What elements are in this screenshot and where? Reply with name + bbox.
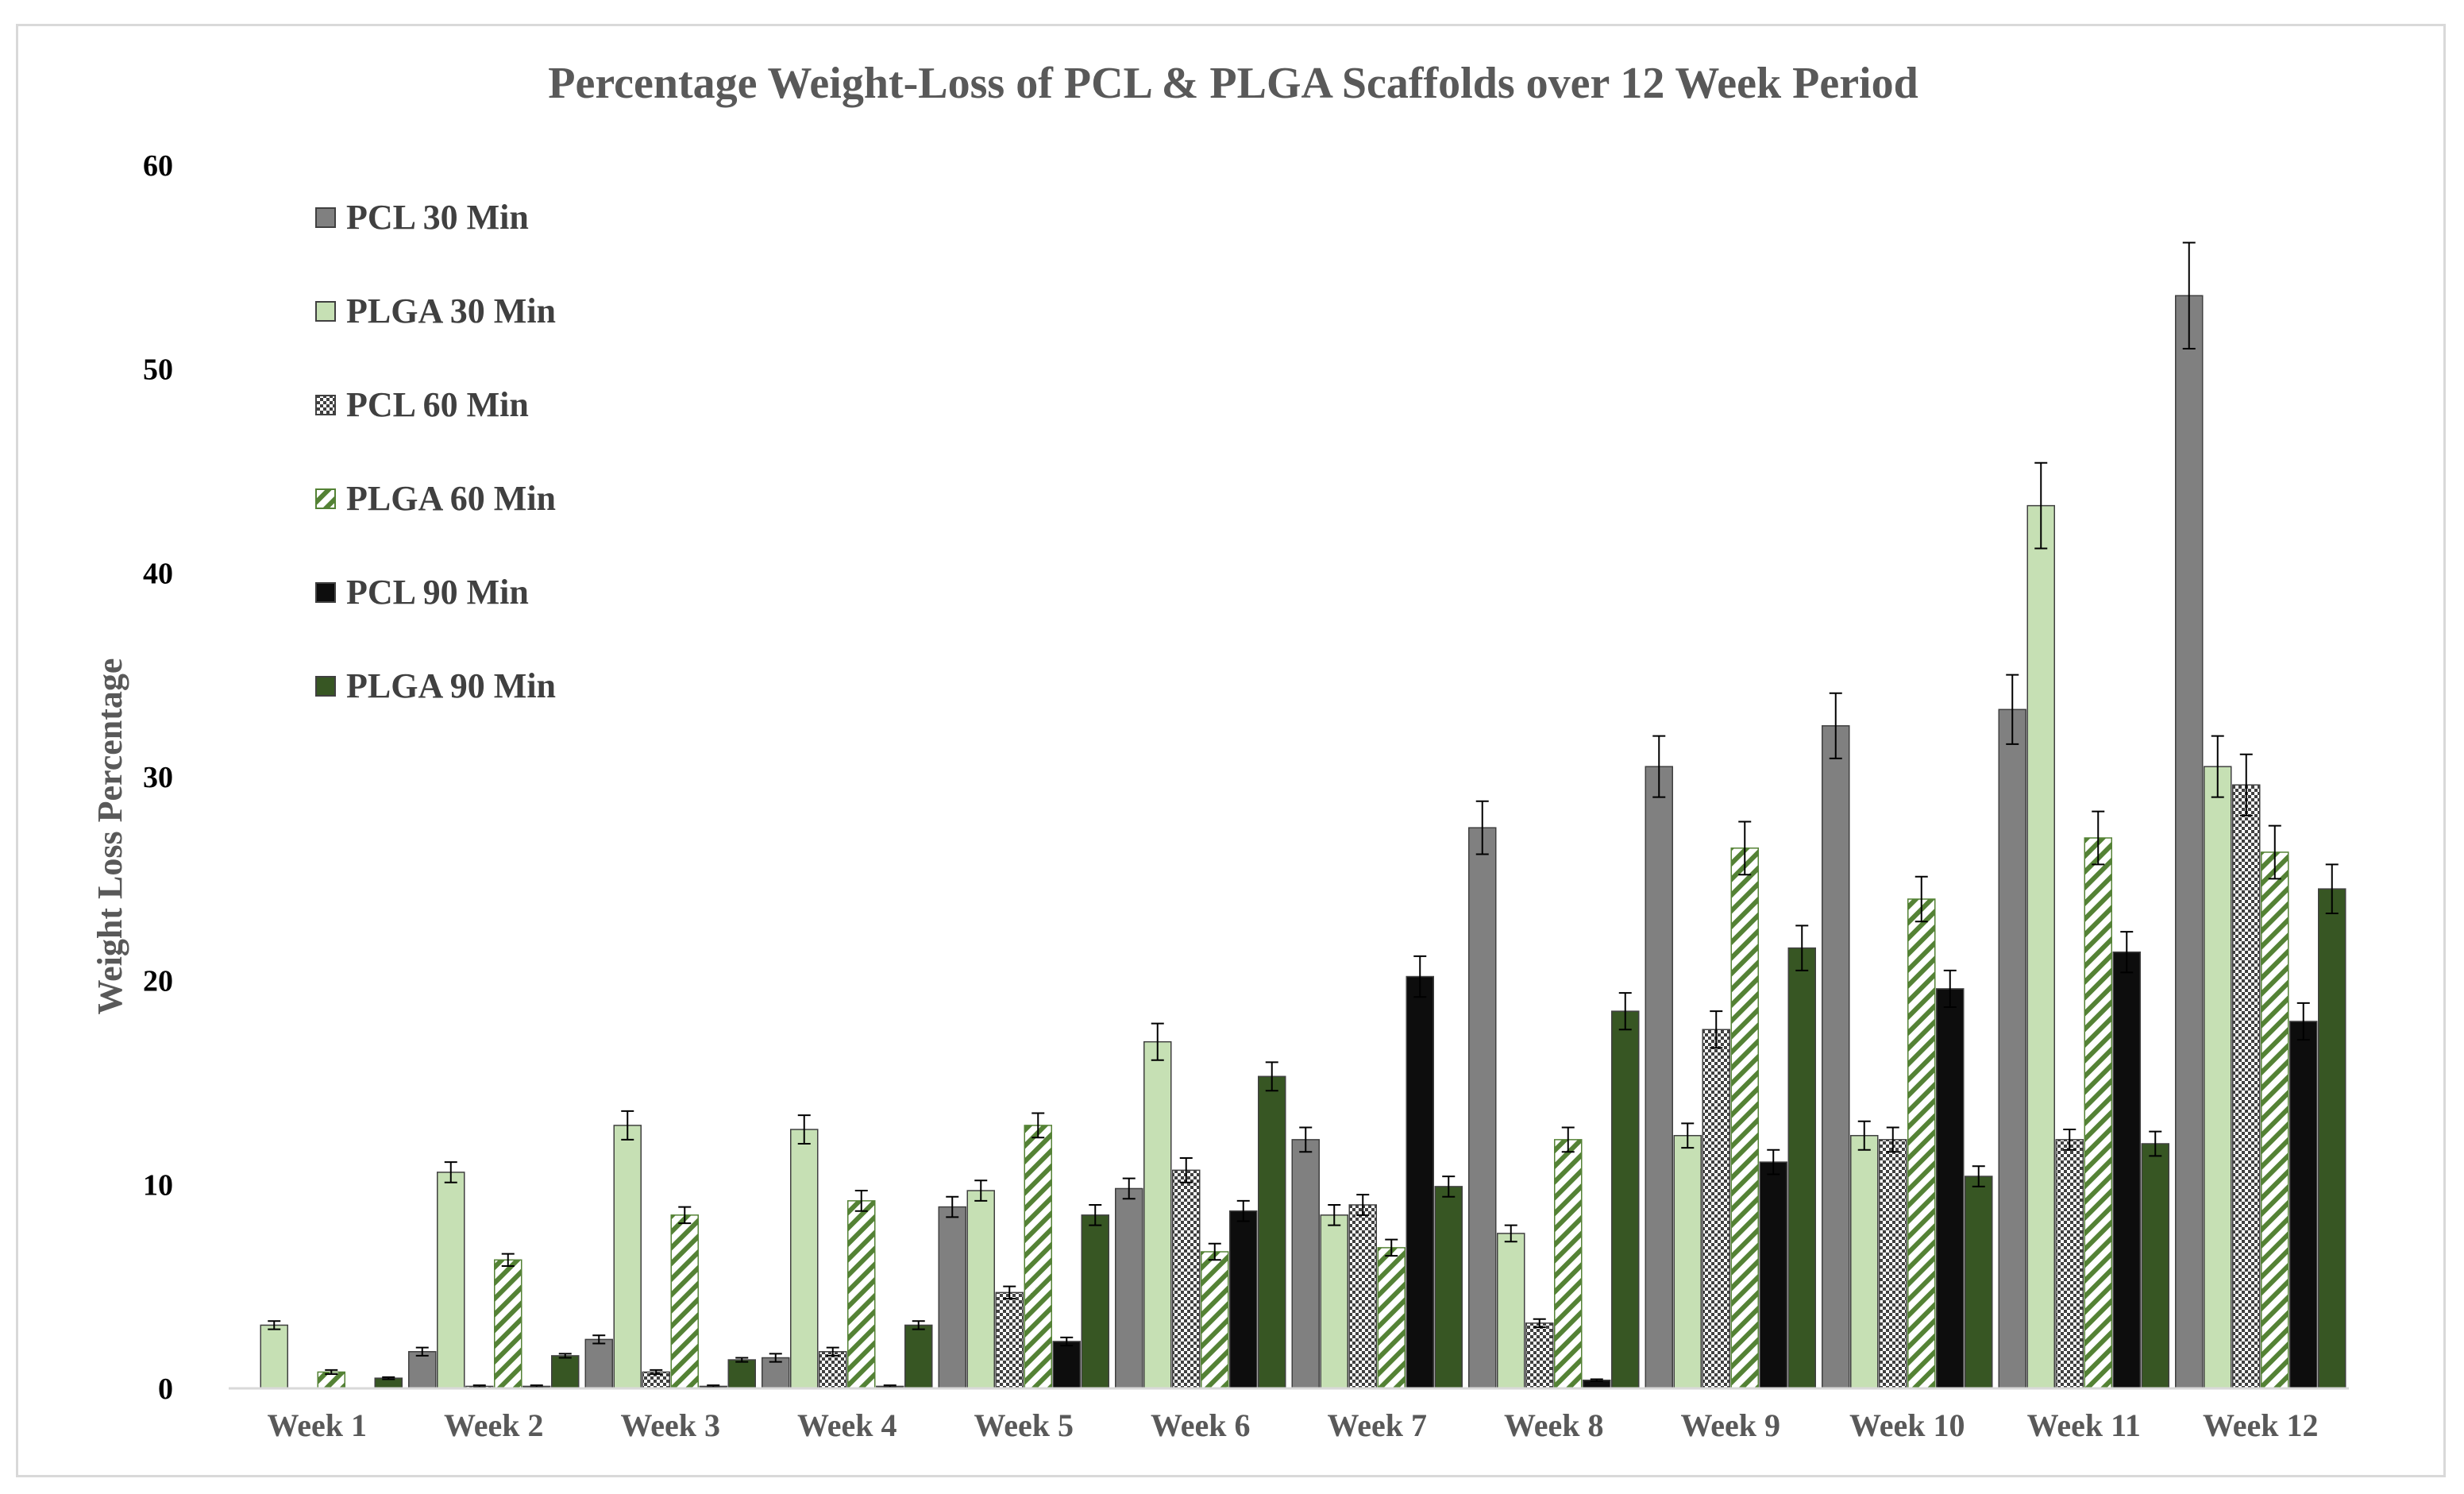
bar-pcl-90-min — [1229, 1210, 1258, 1389]
legend: PCL 30 Min PLGA 30 Min PCL 60 Min PLGA 60 M… — [315, 198, 556, 705]
chart-frame: Percentage Weight-Loss of PCL & PLGA Sca… — [16, 24, 2446, 1477]
bar-pcl-30-min — [408, 1351, 437, 1389]
bar-plga-60-min — [2084, 837, 2112, 1389]
bar-plga-30-min — [1673, 1134, 1702, 1389]
bar-plga-60-min — [1201, 1251, 1229, 1389]
bar-plga-60-min — [847, 1200, 876, 1389]
bar-pcl-60-min — [1879, 1139, 1907, 1389]
bar-pcl-60-min — [1525, 1322, 1554, 1389]
bar-plga-90-min — [2318, 888, 2346, 1389]
bar-pcl-30-min — [2175, 295, 2204, 1389]
bar-plga-60-min — [1554, 1139, 1583, 1389]
legend-label: PCL 90 Min — [346, 573, 529, 612]
bar-plga-30-min — [966, 1190, 995, 1389]
bar-plga-90-min — [1258, 1075, 1286, 1389]
legend-swatch — [315, 301, 336, 322]
x-axis-category-labels: Week 1 Week 2 Week 3 Week 4 Week 5 Week 6 Week… — [267, 1407, 2318, 1443]
legend-swatch — [315, 582, 336, 603]
y-tick-label: 0 — [158, 1372, 173, 1406]
bar-plga-90-min — [2141, 1143, 2169, 1389]
bar-plga-30-min — [437, 1172, 465, 1389]
bar-plga-90-min — [904, 1324, 933, 1389]
bar-pcl-90-min — [1759, 1161, 1787, 1389]
bar-plga-90-min — [1081, 1214, 1109, 1389]
bar-plga-90-min — [1611, 1010, 1640, 1389]
x-category-label: Week 1 — [267, 1407, 367, 1443]
bar-plga-30-min — [1320, 1214, 1348, 1389]
bar-pcl-30-min — [1115, 1187, 1143, 1389]
bar-pcl-90-min — [1936, 988, 1965, 1389]
bar-plga-30-min — [613, 1125, 642, 1389]
x-category-label: Week 5 — [974, 1407, 1074, 1443]
bar-chart: Percentage Weight-Loss of PCL & PLGA Sca… — [91, 59, 2349, 1443]
bar-plga-30-min — [1497, 1233, 1525, 1389]
legend-label: PLGA 30 Min — [346, 291, 556, 330]
legend-label: PCL 60 Min — [346, 385, 529, 424]
x-category-label: Week 7 — [1327, 1407, 1427, 1443]
legend-swatch — [315, 395, 336, 415]
bar-pcl-30-min — [1468, 827, 1497, 1389]
y-tick-label: 60 — [143, 149, 173, 183]
x-category-label: Week 8 — [1504, 1407, 1604, 1443]
bar-pcl-30-min — [1998, 708, 2026, 1389]
bar-plga-60-min — [670, 1214, 699, 1389]
bar-pcl-60-min — [2055, 1139, 2084, 1389]
bar-pcl-30-min — [1822, 725, 1850, 1389]
x-category-label: Week 4 — [797, 1407, 897, 1443]
bar-pcl-60-min — [1702, 1029, 1730, 1389]
bar-plga-90-min — [727, 1359, 756, 1389]
bar-plga-60-min — [2261, 851, 2289, 1389]
legend-swatch — [315, 488, 336, 509]
bar-plga-60-min — [494, 1259, 522, 1389]
y-tick-label: 10 — [143, 1168, 173, 1202]
x-category-label: Week 12 — [2203, 1407, 2319, 1443]
y-axis-label: Weight Loss Percentage — [91, 658, 129, 1015]
legend-label: PLGA 90 Min — [346, 666, 556, 705]
y-tick-label: 30 — [143, 761, 173, 794]
x-category-label: Week 11 — [2027, 1407, 2141, 1443]
bar-pcl-30-min — [1645, 766, 1673, 1389]
x-category-label: Week 2 — [444, 1407, 544, 1443]
bar-plga-60-min — [1377, 1247, 1406, 1389]
legend-swatch — [315, 207, 336, 228]
x-category-label: Week 6 — [1151, 1407, 1251, 1443]
bar-plga-30-min — [2204, 766, 2232, 1389]
bar-plga-90-min — [551, 1355, 580, 1389]
x-category-label: Week 3 — [620, 1407, 720, 1443]
bar-pcl-90-min — [1406, 975, 1434, 1389]
y-axis-ticks: 0 10 20 30 40 50 60 — [143, 149, 173, 1406]
x-category-label: Week 10 — [1849, 1407, 1965, 1443]
bar-pcl-30-min — [1291, 1139, 1320, 1389]
y-tick-label: 50 — [143, 353, 173, 387]
legend-label: PLGA 60 Min — [346, 479, 556, 518]
x-category-label: Week 9 — [1680, 1407, 1780, 1443]
chart-title: Percentage Weight-Loss of PCL & PLGA Sca… — [548, 59, 1918, 108]
bar-plga-30-min — [1143, 1040, 1172, 1389]
y-tick-label: 20 — [143, 965, 173, 998]
bar-pcl-60-min — [995, 1291, 1024, 1389]
bar-pcl-90-min — [2112, 951, 2141, 1389]
legend-label: PCL 30 Min — [346, 198, 529, 237]
bar-pcl-90-min — [2289, 1021, 2318, 1389]
bar-pcl-30-min — [938, 1206, 966, 1389]
bar-pcl-60-min — [1172, 1169, 1201, 1389]
bar-plga-60-min — [1730, 847, 1759, 1389]
bar-plga-30-min — [2026, 504, 2055, 1389]
bar-pcl-60-min — [1348, 1204, 1377, 1389]
bar-plga-90-min — [1965, 1176, 1993, 1389]
bar-plga-30-min — [790, 1129, 819, 1389]
bar-pcl-90-min — [1052, 1341, 1081, 1389]
bar-pcl-60-min — [2232, 784, 2261, 1389]
y-tick-label: 40 — [143, 557, 173, 590]
bar-plga-60-min — [1024, 1125, 1052, 1389]
bar-series — [260, 241, 2346, 1389]
bar-pcl-60-min — [819, 1351, 847, 1389]
bar-plga-90-min — [1787, 947, 1816, 1389]
bar-pcl-30-min — [584, 1338, 613, 1389]
bar-plga-90-min — [1434, 1186, 1463, 1389]
bar-plga-30-min — [260, 1324, 288, 1389]
bar-plga-60-min — [1907, 898, 1936, 1389]
bar-plga-30-min — [1850, 1134, 1879, 1389]
legend-swatch — [315, 676, 336, 697]
